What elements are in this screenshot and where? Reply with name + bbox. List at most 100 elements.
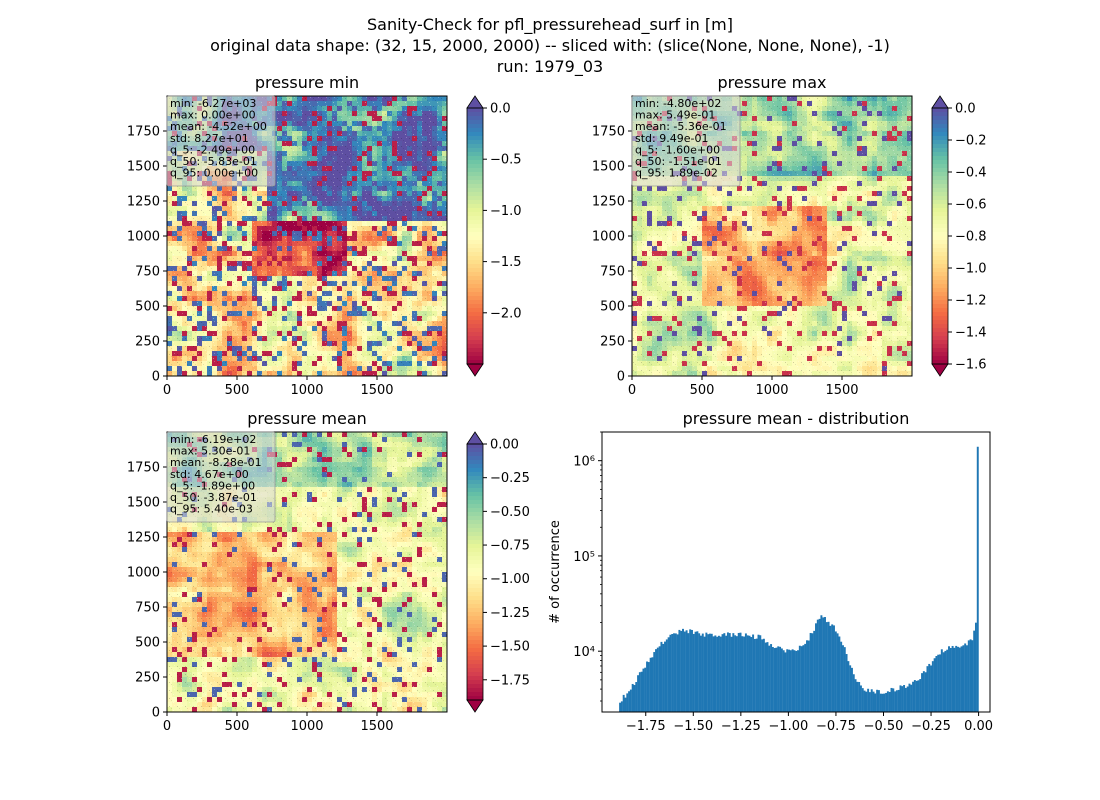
colorbar-segment	[467, 128, 483, 133]
colorbar-tick-label: −1.5	[490, 255, 522, 270]
colorbar-segment	[467, 236, 483, 241]
colorbar-segment	[467, 156, 483, 161]
colorbar-segment	[467, 108, 483, 113]
colorbar-segment	[467, 208, 483, 213]
stat-line: std: 8.27e+01	[170, 132, 249, 145]
colorbar-frame	[466, 107, 484, 365]
colorbar-segment	[467, 356, 483, 361]
colorbar-segment	[467, 272, 483, 277]
colorbar-segment	[467, 268, 483, 273]
colorbar-segment	[467, 300, 483, 305]
colorbar-segment	[467, 320, 483, 325]
colorbar-segment	[467, 184, 483, 189]
y-tick-label: 1250	[127, 195, 160, 210]
y-tick-label: 750	[135, 265, 160, 280]
colorbar-segment	[467, 224, 483, 229]
colorbar-segment	[467, 360, 483, 365]
colorbar-segment	[467, 260, 483, 265]
stat-line: q_50: -5.83e-01	[170, 155, 257, 168]
colorbar-tick-label: 0.0	[490, 102, 511, 117]
y-tick-label: 0	[152, 370, 160, 385]
colorbar-segment	[467, 244, 483, 249]
colorbar-segment	[467, 152, 483, 157]
colorbar-segment	[467, 200, 483, 205]
colorbar-segment	[467, 228, 483, 233]
colorbar-segment	[467, 112, 483, 117]
stats-box-bg	[166, 95, 276, 187]
colorbar-extend-bottom	[466, 363, 484, 377]
colorbar-segment	[467, 196, 483, 201]
colorbar-segment	[467, 248, 483, 253]
colorbar-segment	[467, 296, 483, 301]
panel-title: pressure max	[717, 73, 826, 92]
y-tick-label: 1750	[127, 125, 160, 140]
colorbar-segment	[467, 312, 483, 317]
colorbar-segment	[467, 256, 483, 261]
colorbar-segment	[467, 348, 483, 353]
colorbar-segment	[467, 172, 483, 177]
colorbar-segment	[467, 336, 483, 341]
colorbar-segment	[467, 140, 483, 145]
colorbar-segment	[467, 124, 483, 129]
colorbar-segment	[467, 328, 483, 333]
colorbar-segment	[467, 188, 483, 193]
colorbar-segment	[467, 120, 483, 125]
colorbar-segment	[467, 180, 483, 185]
colorbar-segment	[467, 240, 483, 245]
panel-pressure-min: pressure min 0 500 1000 1500 0 250 500 750 1000 1…	[127, 73, 522, 398]
colorbar-segment	[467, 168, 483, 173]
colorbar-segment	[467, 164, 483, 169]
colorbar-segment	[467, 340, 483, 345]
stat-line: q_5: -2.49e+00	[170, 143, 255, 156]
colorbar-segment	[467, 204, 483, 209]
colorbar-segment	[467, 136, 483, 141]
title-line-1: Sanity-Check for pfl_pressurehead_surf i…	[367, 15, 733, 35]
colorbar-segment	[467, 144, 483, 149]
panel-title: pressure min	[255, 73, 359, 92]
figure-title: Sanity-Check for pfl_pressurehead_surf i…	[210, 15, 890, 77]
x-tick-label: 1500	[360, 383, 393, 398]
stat-line: min: -6.27e+03	[170, 97, 256, 110]
stat-line: q_95: 0.00e+00	[170, 167, 258, 180]
colorbar-segment	[467, 308, 483, 313]
colorbar-segment	[467, 160, 483, 165]
colorbar-segment	[467, 220, 483, 225]
colorbar-segment	[467, 284, 483, 289]
colorbar-segment	[467, 304, 483, 309]
colorbar: 0.0 −0.5 −1.0 −1.5 −2.0	[466, 95, 522, 377]
panel-pressure-max: pressure max 0 500 1000 1500025050075010001…	[592, 73, 987, 398]
colorbar-segment	[467, 132, 483, 137]
colorbar-segment	[467, 264, 483, 269]
colorbar-segment	[467, 316, 483, 321]
colorbar-segment	[467, 292, 483, 297]
colorbar-segment	[467, 288, 483, 293]
y-tick-label: 1000	[127, 230, 160, 245]
colorbar-segment	[467, 212, 483, 217]
colorbar-segment	[467, 332, 483, 337]
colorbar-segment	[467, 116, 483, 121]
y-tick-label: 500	[135, 300, 160, 315]
colorbar-segment	[467, 344, 483, 349]
colorbar-tick-label: −0.5	[490, 153, 522, 168]
colorbar-segment	[467, 216, 483, 221]
colorbar-tick-label: −1.0	[490, 204, 522, 219]
x-tick-label: 0	[163, 383, 171, 398]
x-tick-label: 1000	[290, 383, 323, 398]
colorbar-tick-label: −2.0	[490, 306, 522, 321]
title-line-3: run: 1979_03	[497, 57, 603, 77]
colorbar-segment	[467, 148, 483, 153]
colorbar-segment	[467, 280, 483, 285]
x-tick-label: 500	[225, 383, 250, 398]
colorbar-segment	[467, 252, 483, 257]
colorbar-segment	[467, 276, 483, 281]
stat-line: mean: -4.52e+00	[170, 120, 267, 133]
stat-line: max: 0.00e+00	[170, 109, 256, 122]
y-tick-label: 250	[135, 335, 160, 350]
colorbar-segment	[467, 176, 483, 181]
colorbar-extend-top	[466, 95, 484, 109]
title-line-2: original data shape: (32, 15, 2000, 2000…	[210, 36, 890, 55]
colorbar-segment	[467, 192, 483, 197]
colorbar-segment	[467, 352, 483, 357]
